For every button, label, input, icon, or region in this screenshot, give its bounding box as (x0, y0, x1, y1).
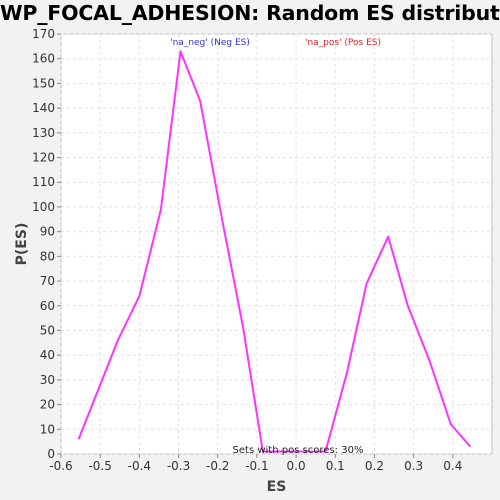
y-tick-label: 130 (32, 126, 55, 140)
x-tick-label: -0.3 (167, 459, 190, 473)
y-tick-label: 50 (40, 323, 55, 337)
y-tick-label: 20 (40, 398, 55, 412)
y-tick-label: 140 (32, 101, 55, 115)
x-axis-label: ES (267, 479, 287, 495)
x-tick-label: 0.0 (287, 459, 306, 473)
x-tick-label: -0.4 (128, 459, 151, 473)
x-tick-label: 0.4 (443, 459, 462, 473)
y-axis-label: P(ES) (14, 223, 30, 266)
y-tick-label: 150 (32, 76, 55, 90)
x-tick-label: -0.5 (88, 459, 111, 473)
series-line (77, 50, 472, 453)
x-tick-label: 0.3 (404, 459, 423, 473)
y-tick-label: 90 (40, 225, 55, 239)
x-tick-label: 0.1 (326, 459, 345, 473)
x-tick-label: -0.1 (245, 459, 268, 473)
y-tick-label: 80 (40, 249, 55, 263)
x-tick-label: 0.2 (365, 459, 384, 473)
y-tick-label: 110 (32, 175, 55, 189)
annotation-text: Sets with pos scores: 30% (233, 445, 364, 456)
y-tick-label: 60 (40, 299, 55, 313)
x-tick-label: -0.6 (49, 459, 72, 473)
y-tick-label: 100 (32, 200, 55, 214)
y-tick-label: 10 (40, 422, 55, 436)
y-tick-label: 170 (32, 27, 55, 41)
y-tick-label: 0 (47, 447, 55, 461)
y-tick-label: 70 (40, 274, 55, 288)
x-tick-label: -0.2 (206, 459, 229, 473)
y-tick-label: 40 (40, 348, 55, 362)
y-tick-label: 30 (40, 373, 55, 387)
y-tick-label: 120 (32, 151, 55, 165)
chart-title: WP_FOCAL_ADHESION: Random ES distributio… (0, 1, 500, 25)
y-tick-label: 160 (32, 52, 55, 66)
legend-neg-label: 'na_neg' (Neg ES) (170, 38, 250, 48)
legend-pos-label: 'na_pos' (Pos ES) (305, 38, 381, 48)
plot-area (60, 33, 493, 455)
